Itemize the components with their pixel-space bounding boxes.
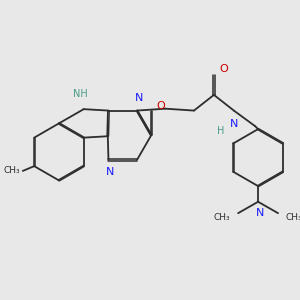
Text: H: H (217, 127, 224, 136)
Text: CH₃: CH₃ (286, 213, 300, 222)
Text: CH₃: CH₃ (3, 167, 20, 176)
Text: N: N (135, 93, 143, 103)
Text: NH: NH (73, 89, 87, 99)
Text: O: O (156, 101, 165, 111)
Text: O: O (219, 64, 228, 74)
Text: N: N (230, 119, 238, 129)
Text: N: N (256, 208, 264, 218)
Text: CH₃: CH₃ (214, 213, 230, 222)
Text: N: N (106, 167, 115, 177)
